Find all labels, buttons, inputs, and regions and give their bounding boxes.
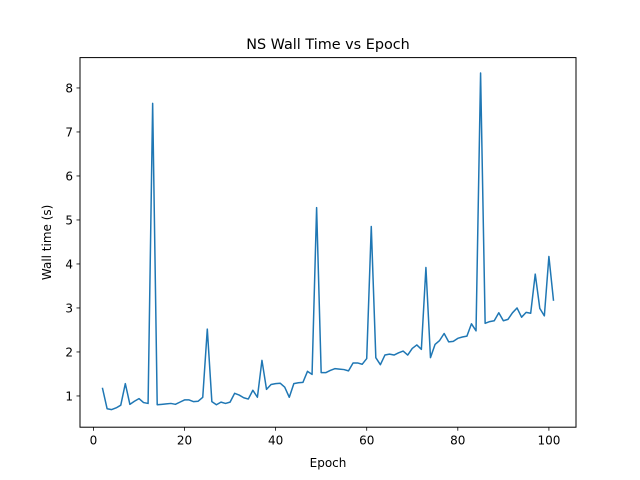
chart-title: NS Wall Time vs Epoch: [246, 37, 410, 53]
y-axis-label: Wall time (s): [40, 205, 54, 280]
x-tick-label: 80: [450, 434, 465, 448]
x-tick-label: 40: [268, 434, 283, 448]
y-tick-label: 6: [65, 169, 73, 183]
x-axis-label: Epoch: [310, 456, 347, 470]
chart-marks: [101, 72, 555, 411]
x-tick-label: 0: [90, 434, 98, 448]
x-tick-label: 100: [537, 434, 560, 448]
plot-frame: [79, 57, 577, 428]
y-tick-label: 8: [65, 81, 73, 95]
x-tick-label: 60: [359, 434, 374, 448]
y-tick-label: 2: [65, 345, 73, 359]
y-axis: 1 2 3 4 5 6 7 8: [65, 81, 80, 403]
y-tick-label: 1: [65, 389, 73, 403]
y-tick-label: 5: [65, 213, 73, 227]
x-axis: 0 20 40 60 80 100: [90, 427, 560, 448]
y-tick-label: 7: [65, 125, 73, 139]
series-line: [101, 72, 555, 411]
y-tick-label: 4: [65, 257, 73, 271]
y-tick-label: 3: [65, 301, 73, 315]
x-tick-label: 20: [177, 434, 192, 448]
